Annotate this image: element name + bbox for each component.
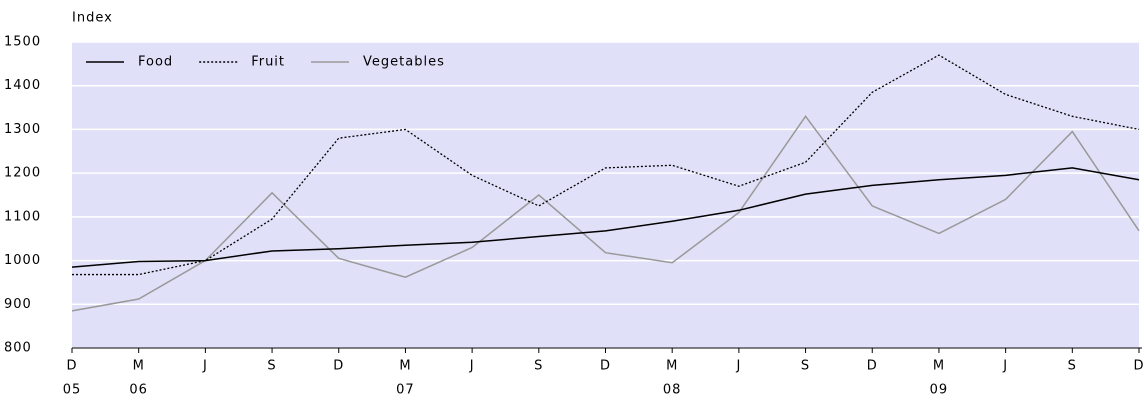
x-tick-label: D [867,359,878,374]
y-tick-label: 1200 [4,166,41,181]
y-tick-label: 900 [4,297,32,312]
data-line [71,167,1140,268]
x-tick-label: M [133,359,145,374]
x-year-label: 05 [63,383,82,398]
y-tick-label: 800 [4,341,32,356]
x-year-label: 06 [129,383,148,398]
x-year-label: 09 [930,383,949,398]
legend-label: Food [138,55,173,70]
x-tick-label: S [1068,359,1077,374]
y-tick-label: 1500 [4,35,41,50]
x-tick-label: D [600,359,611,374]
y-tick-label: 1300 [4,122,41,137]
x-tick-label: S [267,359,276,374]
x-tick-label: D [333,359,344,374]
x-tick-label: M [399,359,411,374]
x-tick-label: D [66,359,77,374]
y-tick-label: 1400 [4,78,41,93]
x-tick-label: J [1002,359,1008,374]
x-tick-label: J [469,359,475,374]
legend-label: Fruit [251,55,285,70]
legend-label: Vegetables [363,55,445,70]
x-tick-label: J [735,359,741,374]
x-tick-label: S [534,359,543,374]
x-tick-label: M [666,359,678,374]
x-tick-label: M [933,359,945,374]
y-tick-label: 1100 [4,209,41,224]
x-tick-label: D [1133,359,1144,374]
x-tick-label: S [801,359,810,374]
x-year-label: 08 [663,383,682,398]
plot-background [72,42,1139,348]
data-line [71,115,1140,312]
y-axis-label: Index [72,11,113,26]
x-year-label: 07 [396,383,415,398]
y-tick-label: 1000 [4,253,41,268]
x-tick-label: J [202,359,208,374]
data-line [72,54,1140,276]
